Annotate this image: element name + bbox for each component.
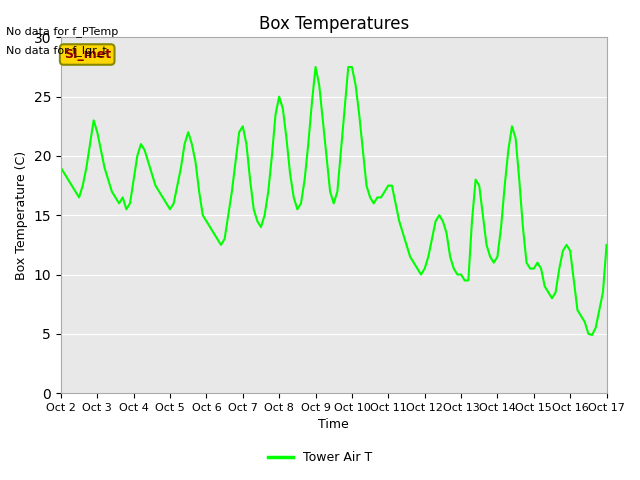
Text: No data for f_PTemp: No data for f_PTemp [6,25,118,36]
Text: No data for f_lgr_t: No data for f_lgr_t [6,45,107,56]
Text: SI_met: SI_met [63,48,111,61]
X-axis label: Time: Time [318,419,349,432]
Y-axis label: Box Temperature (C): Box Temperature (C) [15,151,28,280]
Title: Box Temperatures: Box Temperatures [259,15,409,33]
Legend: Tower Air T: Tower Air T [263,446,377,469]
